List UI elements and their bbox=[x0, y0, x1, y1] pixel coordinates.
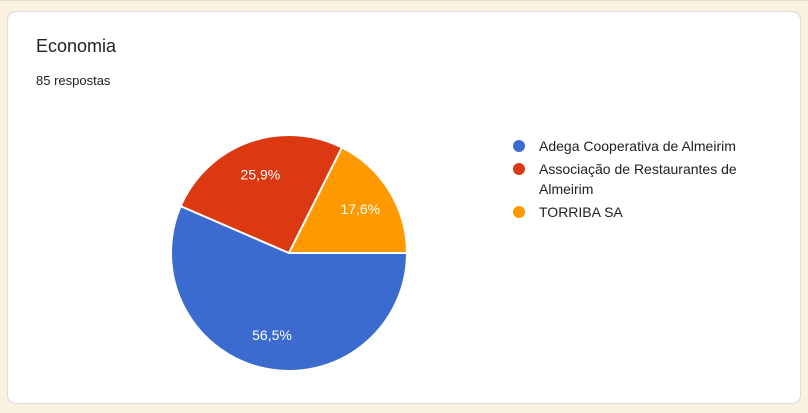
legend-item: Associação de Restaurantes de Almeirim bbox=[513, 159, 745, 199]
legend-item: TORRIBA SA bbox=[513, 202, 745, 222]
legend-item: Adega Cooperativa de Almeirim bbox=[513, 136, 745, 156]
legend-label: Adega Cooperativa de Almeirim bbox=[539, 138, 736, 154]
legend-label: TORRIBA SA bbox=[539, 204, 623, 220]
pie-chart: 56,5% 25,9% 17,6% bbox=[170, 134, 408, 372]
pie-slice-percent-label: 17,6% bbox=[340, 201, 380, 217]
chart-legend: Adega Cooperativa de Almeirim Associação … bbox=[513, 136, 745, 225]
legend-swatch-icon bbox=[513, 163, 525, 175]
pie-slice-2[interactable] bbox=[179, 134, 343, 254]
top-divider bbox=[0, 0, 808, 1]
legend-swatch-icon bbox=[513, 206, 525, 218]
question-title: Economia bbox=[36, 36, 117, 56]
pie-slice-percent-label: 25,9% bbox=[241, 166, 281, 182]
legend-swatch-icon bbox=[513, 140, 525, 152]
question-summary-card: Economia 85 respostas 56,5% 25,9% 17,6% Ad… bbox=[7, 11, 801, 404]
pie-slice-1[interactable] bbox=[170, 205, 408, 372]
pie-slice-3[interactable] bbox=[288, 146, 408, 254]
responses-count: 85 respostas bbox=[36, 73, 111, 88]
pie-slice-percent-label: 56,5% bbox=[252, 327, 292, 343]
legend-label: Associação de Restaurantes de Almeirim bbox=[539, 161, 737, 197]
